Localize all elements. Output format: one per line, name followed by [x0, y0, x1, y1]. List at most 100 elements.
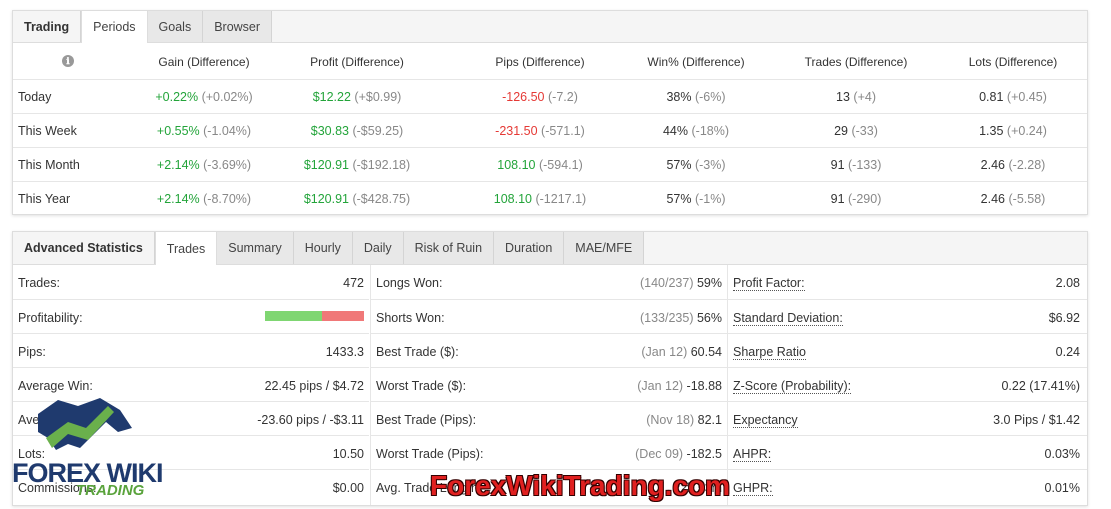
tab[interactable]: Summary — [217, 232, 294, 264]
column-header: Win% (Difference) — [647, 55, 745, 69]
stat-value-wrap: 2.08 — [1056, 276, 1080, 290]
stat-row: Z-Score (Probability): 0.22 (17.41%) — [728, 367, 1087, 402]
period-row: Today +0.22% (+0.02%) $12.22 (+$0.99) -126.… — [13, 79, 1087, 114]
stat-value-wrap: (Jan 12) 60.54 — [641, 345, 722, 359]
cell: 38% (-6%) — [606, 90, 786, 104]
stat-value-wrap: 22h 53m — [673, 481, 722, 495]
tab[interactable]: Periods — [81, 11, 148, 43]
stat-row: Standard Deviation: $6.92 — [728, 299, 1087, 334]
cell-value: +2.14% — [156, 158, 200, 172]
cell-diff: (-$192.18) — [352, 158, 411, 172]
stat-value-wrap: (Dec 09) -182.5 — [635, 447, 722, 461]
cell: -126.50 (-7.2) — [450, 90, 630, 104]
row-label: Today — [18, 90, 52, 104]
stat-detail: (Jan 12) — [637, 379, 684, 393]
stat-value: 82.1 — [697, 413, 722, 427]
tab: Trading — [13, 11, 82, 42]
stat-label: Z-Score (Probability): — [733, 379, 852, 394]
cell: 57% (-1%) — [606, 192, 786, 206]
stat-label: Longs Won: — [376, 276, 443, 290]
tab[interactable]: Risk of Ruin — [403, 232, 495, 264]
cell-diff: (-3%) — [694, 158, 726, 172]
cell-diff: (-1%) — [694, 192, 726, 206]
logo-arrow — [46, 406, 114, 448]
stat-value: 2.08 — [1055, 276, 1080, 290]
stat-row: Profitability: — [13, 299, 369, 334]
cell-diff: (-$428.75) — [352, 192, 411, 206]
cell-value: $120.91 — [303, 158, 349, 172]
tab[interactable]: Trades — [154, 232, 218, 265]
stat-label: AHPR: — [733, 447, 772, 462]
cell-value: +0.22% — [155, 90, 199, 104]
stat-label: Profit Factor: — [733, 276, 805, 291]
stat-value: 0.03% — [1044, 447, 1080, 461]
stat-label: Pips: — [18, 345, 46, 359]
cell: +0.22% (+0.02%) — [114, 90, 294, 104]
cell-value: 57% — [666, 158, 692, 172]
column-header: Lots (Difference) — [968, 55, 1058, 69]
stats-column: Longs Won: (140/237) 59% Shorts Won: (133/2… — [370, 265, 727, 505]
stat-value-wrap: 1433.3 — [326, 345, 364, 359]
stat-value-wrap: 22.45 pips / $4.72 — [265, 379, 364, 393]
cell-diff: (-18%) — [691, 124, 730, 138]
tab[interactable]: Hourly — [293, 232, 353, 264]
stat-label: Trades: — [18, 276, 60, 290]
stat-value-wrap: 0.03% — [1045, 447, 1080, 461]
stat-row: Avg. Trade Length: 22h 53m — [371, 469, 727, 504]
cell-diff: (-8.70%) — [203, 192, 252, 206]
stat-value-wrap: 0.01% — [1045, 481, 1080, 495]
cell: 57% (-3%) — [606, 158, 786, 172]
cell-diff: (-2.28) — [1008, 158, 1046, 172]
cell-diff: (-7.2) — [548, 90, 578, 104]
stat-detail: (140/237) — [639, 276, 694, 290]
stat-value: 59% — [696, 276, 722, 290]
cell-diff: (-133) — [848, 158, 882, 172]
stat-value: 472 — [343, 276, 364, 290]
stat-value: -182.5 — [686, 447, 722, 461]
row-label: This Year — [18, 192, 71, 206]
stats-column: Profit Factor: 2.08 Standard Deviation: $6.… — [727, 265, 1087, 505]
stat-label: Worst Trade ($): — [376, 379, 467, 393]
stat-value-wrap: 0.24 — [1056, 345, 1080, 359]
stat-label: GHPR: — [733, 481, 773, 496]
stat-detail: (Jan 12) — [641, 345, 688, 359]
logo-word: WIKI — [106, 458, 164, 488]
cell: 108.10 (-1217.1) — [450, 192, 630, 206]
stat-value-wrap: -23.60 pips / -$3.11 — [257, 413, 364, 427]
periods-panel: Trading Periods Goals Browser ℹ Gain (Differe… — [12, 10, 1088, 215]
cell-value: 108.10 — [497, 158, 536, 172]
stat-value-wrap: (Jan 12) -18.88 — [637, 379, 722, 393]
tab[interactable]: Goals — [147, 11, 204, 42]
stat-value: 22.45 pips / $4.72 — [264, 379, 364, 393]
cell-value: 0.81 — [979, 90, 1004, 104]
cell-value: +0.55% — [156, 124, 200, 138]
cell: $30.83 (-$59.25) — [267, 124, 447, 138]
tab[interactable]: Browser — [203, 11, 273, 42]
stat-row: GHPR: 0.01% — [728, 469, 1087, 504]
stat-row: Shorts Won: (133/235) 56% — [371, 299, 727, 334]
stat-value: 60.54 — [690, 345, 722, 359]
tab-bar: Advanced Statistics Trades Summary Hourly Da… — [13, 232, 1087, 265]
cell-value: 91 — [830, 158, 845, 172]
stat-row: Profit Factor: 2.08 — [728, 265, 1087, 299]
stat-value: 56% — [696, 311, 722, 325]
cell: 0.81 (+0.45) — [923, 90, 1087, 104]
stat-value: -23.60 pips / -$3.11 — [257, 413, 364, 427]
stat-detail: (133/235) — [639, 311, 694, 325]
cell-diff: (+0.24) — [1006, 124, 1047, 138]
cell-value: $120.91 — [303, 192, 349, 206]
stat-row: Trades: 472 — [13, 265, 369, 299]
tab[interactable]: Daily — [352, 232, 404, 264]
cell-value: 44% — [662, 124, 689, 138]
stat-label: Lots: — [18, 447, 46, 461]
cell-value: $30.83 — [310, 124, 349, 138]
column-header: Pips (Difference) — [495, 55, 585, 69]
stat-value: 10.50 — [332, 447, 364, 461]
tab[interactable]: Duration — [494, 232, 565, 264]
logo-word: FOREX — [12, 458, 101, 488]
stat-label: Shorts Won: — [376, 311, 445, 325]
stat-row: Best Trade (Pips): (Nov 18) 82.1 — [371, 401, 727, 436]
stat-value-wrap: $6.92 — [1049, 311, 1080, 325]
tab[interactable]: MAE/MFE — [564, 232, 645, 264]
